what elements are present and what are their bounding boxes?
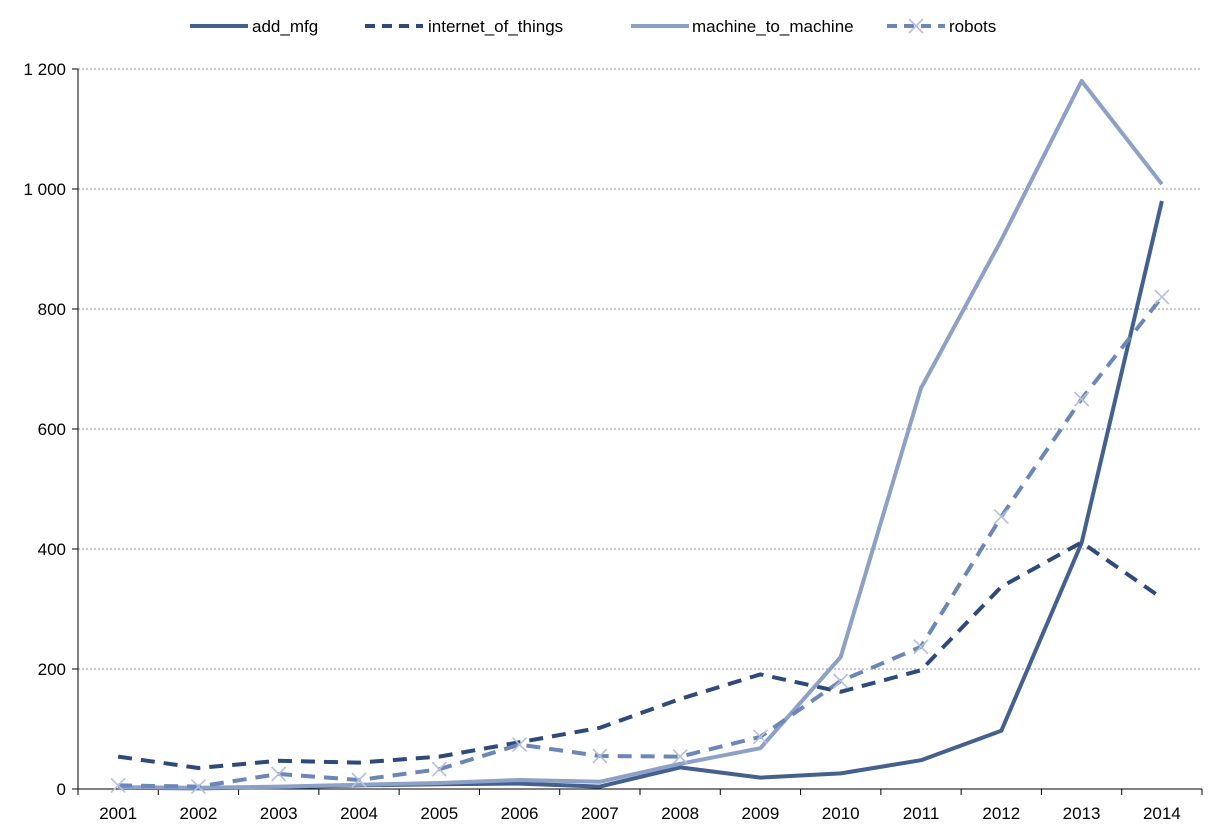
y-tick-label: 400: [38, 540, 66, 559]
x-axis: 2001 2002 2003 2004 2005 2006 2007 2008 2009 2010…: [78, 789, 1202, 823]
legend: add_mfg internet_of_things machine_to_mach…: [190, 17, 996, 36]
data-point-robots: [1155, 290, 1169, 304]
y-tick-label: 0: [57, 780, 66, 799]
x-tick-label: 2004: [340, 804, 378, 823]
x-tick-label: 2002: [180, 804, 218, 823]
legend-item-internet-of-things: internet_of_things: [365, 17, 563, 36]
legend-label: machine_to_machine: [692, 17, 854, 36]
x-tick-label: 2014: [1143, 804, 1181, 823]
x-tick-label: 2003: [260, 804, 298, 823]
series-line-internet-of-things: [118, 542, 1162, 768]
data-point-robots: [994, 510, 1008, 524]
legend-label: internet_of_things: [428, 17, 563, 36]
x-tick-label: 2001: [99, 804, 137, 823]
legend-item-robots: robots: [887, 17, 996, 36]
y-tick-label: 600: [38, 420, 66, 439]
x-tick-label: 2011: [903, 804, 940, 823]
x-tick-label: 2006: [501, 804, 539, 823]
y-axis: 0 200 400 600 800 1 000 1 200: [23, 60, 78, 799]
y-tick-label: 1 200: [23, 60, 66, 79]
x-tick-label: 2013: [1063, 804, 1101, 823]
y-tick-label: 800: [38, 300, 66, 319]
y-tick-label: 1 000: [23, 180, 66, 199]
series-line-machine-to-machine: [118, 81, 1162, 788]
x-tick-label: 2007: [581, 804, 619, 823]
gridlines: [78, 69, 1202, 669]
x-tick-label: 2012: [982, 804, 1020, 823]
x-tick-label: 2008: [661, 804, 699, 823]
x-tick-label: 2009: [742, 804, 780, 823]
legend-item-machine-to-machine: machine_to_machine: [631, 17, 854, 36]
x-tick-label: 2005: [420, 804, 458, 823]
series-line-robots: [118, 297, 1162, 787]
data-point-robots: [834, 674, 848, 688]
legend-label: robots: [949, 17, 996, 36]
y-tick-label: 200: [38, 660, 66, 679]
data-point-robots: [1075, 392, 1089, 406]
series-group: [111, 81, 1169, 794]
legend-item-add-mfg: add_mfg: [190, 17, 318, 36]
x-tick-label: 2010: [822, 804, 860, 823]
series-line-add-mfg: [118, 201, 1162, 788]
legend-label: add_mfg: [252, 17, 318, 36]
